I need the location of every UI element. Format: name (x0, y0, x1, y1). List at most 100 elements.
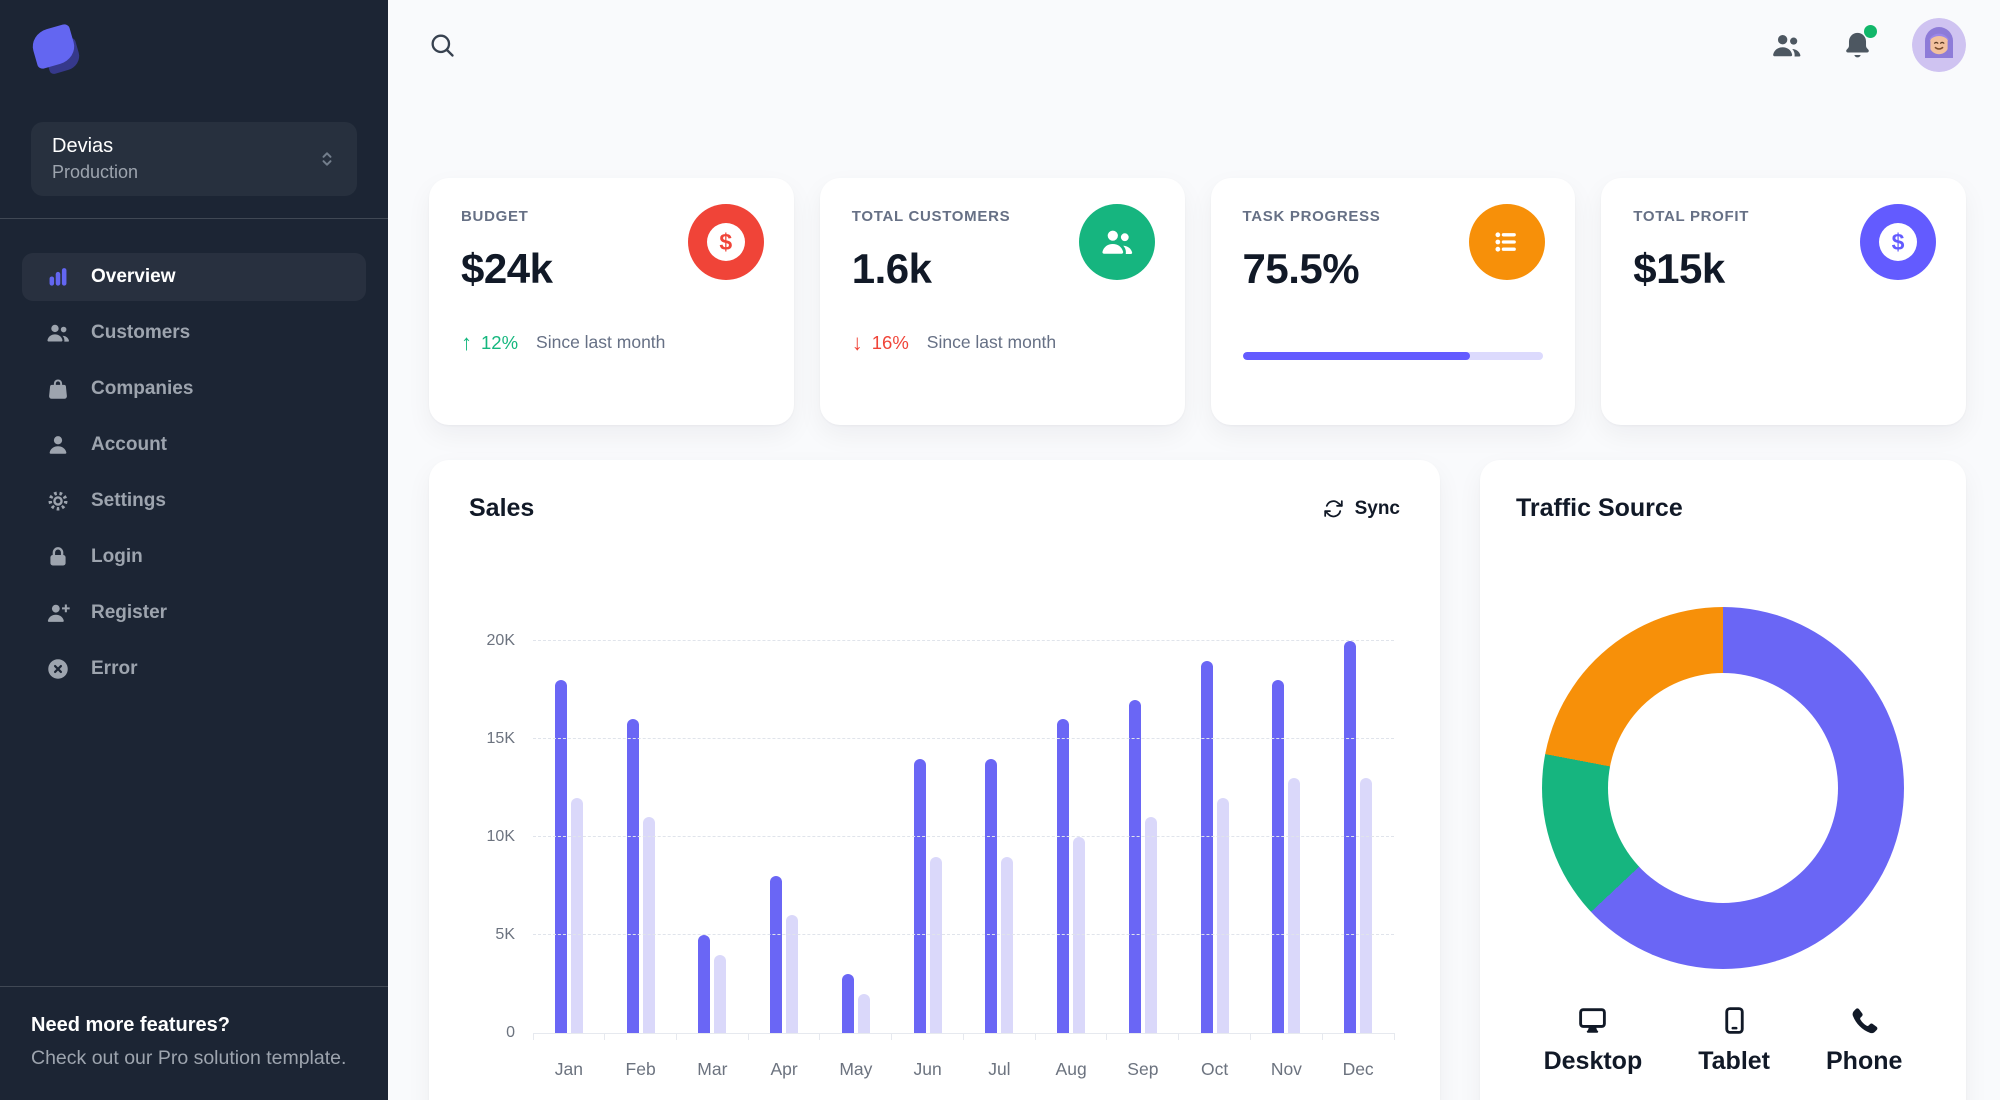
users-icon (1078, 204, 1155, 280)
x-axis-tick (819, 1033, 821, 1040)
sidebar-item-register[interactable]: Register (22, 589, 366, 637)
bar-group-nov (1251, 641, 1323, 1033)
unfold-icon (315, 147, 339, 171)
stat-card-budget: BUDGET $24k $ ↑ 12% Since last month (429, 178, 794, 425)
dollar-circle-icon: $ (1860, 204, 1936, 280)
bar (857, 993, 870, 1033)
sales-title: Sales (469, 494, 535, 522)
sidebar-item-label: Customers (91, 322, 191, 343)
bar-group-oct (1179, 641, 1251, 1033)
bar (1001, 856, 1014, 1033)
sidebar-item-label: Login (91, 546, 143, 567)
bar-group-apr (748, 641, 820, 1033)
charts-row: Sales Sync Jan Feb Mar Apr May Jun Jul Aug Sep Oc… (429, 460, 1966, 1100)
bar (1144, 817, 1157, 1033)
x-axis-label: Oct (1201, 1059, 1229, 1079)
x-axis-tick (604, 1033, 606, 1040)
bar-group-aug (1035, 641, 1107, 1033)
bar (570, 797, 583, 1033)
bell-icon[interactable] (1841, 24, 1877, 62)
workspace-selector[interactable]: Devias Production (31, 122, 357, 196)
x-axis-label: Feb (625, 1059, 656, 1079)
trend-up-arrow-icon: ↑ (461, 329, 472, 355)
devias-logo[interactable] (28, 23, 85, 76)
stat-card-task-progress: TASK PROGRESS 75.5% (1210, 178, 1576, 425)
device-legend: Desktop Tablet Phone (1516, 1005, 1930, 1076)
trend-down-arrow-icon: ↓ (851, 329, 863, 355)
device-legend-phone: Phone (1826, 1005, 1902, 1076)
x-axis-label: Jul (988, 1059, 1011, 1079)
sidebar-divider (0, 218, 388, 219)
bar-group-jan (533, 641, 605, 1033)
stat-label: TOTAL CUSTOMERS (851, 208, 1011, 225)
workspace-name: Devias (52, 135, 114, 157)
plot-area (532, 640, 1395, 1040)
monitor-icon (1577, 1005, 1608, 1036)
sales-card: Sales Sync Jan Feb Mar Apr May Jun Jul Aug Sep Oc… (429, 460, 1440, 1100)
bar (1216, 797, 1229, 1033)
device-label: Desktop (1543, 1047, 1643, 1075)
top-bar (388, 0, 2000, 90)
sidebar-item-overview[interactable]: Overview (22, 253, 366, 301)
avatar[interactable] (1912, 18, 1966, 72)
chart-bar-icon (45, 264, 71, 290)
stat-trend: ↑ 12% Since last month (461, 330, 762, 356)
bar (1057, 719, 1070, 1033)
gear-icon (45, 488, 71, 514)
x-axis-tick (1034, 1033, 1036, 1040)
sidebar-item-account[interactable]: Account (22, 421, 366, 469)
sidebar-item-companies[interactable]: Companies (22, 365, 366, 413)
bar-group-jul (964, 641, 1036, 1033)
x-axis-label: Mar (697, 1059, 728, 1079)
x-axis-tick (891, 1033, 893, 1040)
search-icon[interactable] (428, 31, 456, 59)
stat-value: $24k (461, 245, 553, 292)
x-axis-tick (675, 1033, 677, 1040)
bar (913, 758, 926, 1033)
x-axis-tick (532, 1033, 534, 1040)
x-axis-tick (963, 1033, 964, 1040)
stat-card-total-profit: TOTAL PROFIT $15k $ (1601, 178, 1966, 425)
sidebar-item-login[interactable]: Login (22, 533, 366, 581)
gridline (533, 738, 1394, 739)
footer-title: Need more features? (31, 1014, 230, 1036)
bar (786, 915, 799, 1033)
lock-icon (45, 544, 71, 570)
x-axis-label: Aug (1055, 1059, 1087, 1079)
task-progress-fill (1242, 351, 1470, 360)
device-label: Phone (1826, 1047, 1903, 1075)
bar (1360, 778, 1373, 1033)
dollar-circle-icon: $ (687, 204, 764, 280)
x-axis-label: Apr (770, 1059, 798, 1079)
sidebar-item-error[interactable]: Error (22, 645, 366, 693)
contacts-users-icon[interactable] (1770, 29, 1803, 62)
donut-hole (1608, 673, 1838, 903)
sync-button[interactable]: Sync (1323, 498, 1400, 520)
x-axis-label: Sep (1127, 1059, 1159, 1079)
bar (714, 954, 727, 1033)
gridline (533, 934, 1394, 935)
device-legend-tablet: Tablet (1698, 1005, 1770, 1076)
bar (1200, 660, 1213, 1033)
sidebar-item-label: Register (91, 602, 168, 623)
sidebar-item-label: Settings (91, 490, 166, 511)
x-axis-tick (747, 1033, 749, 1040)
dollar-icon: $ (1879, 223, 1917, 261)
trend-note: Since last month (536, 332, 666, 352)
sidebar-item-settings[interactable]: Settings (22, 477, 366, 525)
user-plus-icon (45, 600, 71, 626)
device-legend-desktop: Desktop (1543, 1005, 1643, 1076)
avatar-memoji (1912, 18, 1966, 72)
footer-subtitle: Check out our Pro solution template. (31, 1047, 347, 1069)
phone-icon (1849, 1005, 1880, 1036)
bar (698, 935, 711, 1033)
notification-dot (1864, 24, 1877, 38)
sidebar-item-customers[interactable]: Customers (22, 309, 366, 357)
bar (1344, 641, 1357, 1033)
page-content: BUDGET $24k $ ↑ 12% Since last month TOT… (388, 90, 2000, 1100)
stat-label: TOTAL PROFIT (1633, 208, 1750, 225)
bar (1288, 778, 1301, 1033)
sales-bar-chart: Jan Feb Mar Apr May Jun Jul Aug Sep Oct Nov Dec 20K… (469, 632, 1400, 1079)
x-axis-label: Jun (913, 1059, 942, 1079)
bar (642, 817, 655, 1033)
